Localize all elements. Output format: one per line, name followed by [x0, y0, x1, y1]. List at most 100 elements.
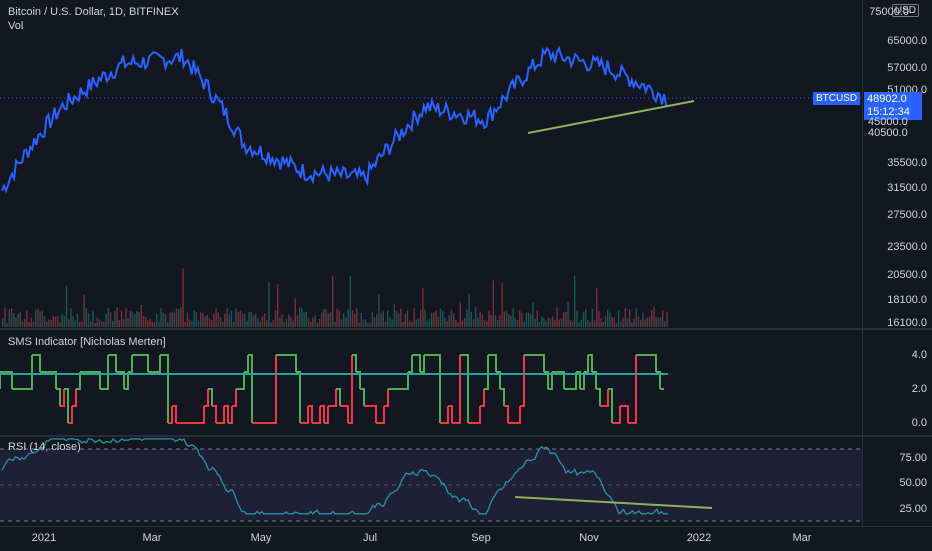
- volume-bar: [90, 321, 92, 327]
- volume-bar: [633, 318, 635, 327]
- volume-bar: [620, 321, 622, 327]
- sms-segment: [632, 355, 637, 424]
- sms-segment: [64, 388, 69, 423]
- sms-axis[interactable]: 4.0 2.0 0.0: [862, 330, 932, 435]
- volume-bar: [534, 318, 536, 327]
- sms-segment: [76, 372, 81, 390]
- volume-bar: [195, 312, 197, 327]
- volume-bar: [316, 322, 318, 327]
- volume-bar: [543, 318, 545, 327]
- volume-bar: [343, 313, 345, 327]
- sms-indicator-pane[interactable]: SMS Indicator [Nicholas Merten]: [0, 330, 862, 435]
- volume-bar: [167, 321, 169, 327]
- volume-bar: [512, 308, 514, 327]
- price-tick: 31500.0: [887, 182, 927, 194]
- volume-bar: [657, 317, 659, 327]
- volume-bar: [596, 288, 598, 327]
- volume-bar: [26, 310, 28, 327]
- rsi-indicator-pane[interactable]: RSI (14, close): [0, 437, 862, 526]
- volume-bar: [85, 308, 87, 327]
- volume-bar: [52, 315, 54, 327]
- volume-bar: [87, 312, 90, 327]
- pane-divider[interactable]: [0, 328, 932, 330]
- volume-bar: [453, 313, 455, 327]
- volume-bar: [651, 310, 653, 327]
- volume-bar: [354, 314, 356, 327]
- volume-bar: [457, 322, 459, 327]
- volume-bar: [65, 285, 68, 327]
- volume-bar: [444, 317, 446, 327]
- volume-bar: [585, 309, 587, 327]
- volume-bar: [281, 314, 283, 327]
- volume-bar: [131, 311, 134, 327]
- volume-bar: [182, 268, 184, 327]
- volume-bar: [580, 319, 582, 327]
- volume-bar: [68, 319, 70, 327]
- volume-bar: [560, 318, 563, 327]
- volume-bar: [622, 317, 624, 327]
- volume-bar: [290, 317, 292, 327]
- sms-segment: [28, 355, 33, 390]
- sms-segment: [456, 355, 461, 424]
- sms-segment: [324, 406, 329, 424]
- volume-bar: [129, 310, 131, 327]
- sms-segment: [516, 406, 521, 424]
- volume-bar: [602, 322, 604, 327]
- price-axis[interactable]: USD 75000.0 65000.0 57000.0 51000.0 3550…: [862, 0, 932, 329]
- sms-segment: [584, 355, 589, 373]
- volume-bar: [279, 317, 281, 327]
- price-tick: 40500.0: [868, 127, 908, 139]
- volume-bar: [230, 310, 233, 327]
- pane-divider[interactable]: [0, 435, 932, 437]
- sms-segment: [608, 388, 613, 423]
- volume-bar: [578, 322, 580, 327]
- volume-bar: [15, 317, 17, 327]
- sms-segment: [580, 372, 585, 390]
- rsi-trendline[interactable]: [514, 496, 713, 509]
- volume-bar: [329, 312, 332, 327]
- volume-bar: [81, 321, 83, 327]
- volume-bar: [514, 317, 516, 327]
- currency-badge[interactable]: USD: [891, 4, 919, 17]
- volume-bar: [378, 294, 380, 327]
- volume-bar: [215, 307, 217, 327]
- volume-bar: [296, 315, 299, 327]
- volume-bar: [640, 319, 642, 327]
- volume-bar: [259, 321, 261, 327]
- volume-bar: [404, 313, 406, 327]
- sms-segment: [56, 388, 61, 406]
- volume-bar: [98, 319, 101, 327]
- volume-bar: [252, 314, 255, 327]
- volume-bar: [19, 311, 21, 327]
- volume-bar: [61, 314, 63, 327]
- volume-bar: [268, 282, 270, 327]
- price-chart-pane[interactable]: Bitcoin / U.S. Dollar, 1D, BITFINEX Vol: [0, 0, 862, 328]
- rsi-band: [0, 449, 862, 521]
- volume-bar: [197, 320, 200, 327]
- volume-bar: [32, 321, 35, 327]
- volume-bar: [609, 312, 611, 327]
- volume-bar: [538, 321, 541, 327]
- volume-bar: [475, 307, 477, 327]
- time-axis[interactable]: 2021 Mar May Jul Sep Nov 2022 Mar: [0, 526, 932, 551]
- volume-bar: [96, 317, 98, 327]
- price-tick: 20500.0: [887, 269, 927, 281]
- sms-segment: [480, 389, 485, 407]
- sms-segment: [240, 372, 245, 390]
- volume-bar: [334, 321, 336, 327]
- volume-bar: [178, 309, 180, 327]
- volume-bar: [510, 315, 512, 327]
- volume-bar: [367, 322, 369, 327]
- volume-bar: [545, 320, 547, 327]
- volume-bar: [442, 310, 444, 327]
- rsi-axis[interactable]: 75.00 50.00 25.00: [862, 437, 932, 526]
- volume-bar: [554, 319, 556, 327]
- volume-bar: [536, 309, 538, 327]
- volume-bar: [492, 280, 494, 327]
- price-trendline[interactable]: [527, 100, 695, 134]
- sms-segment: [436, 354, 441, 423]
- sms-segment: [500, 388, 505, 406]
- volume-bar: [158, 321, 160, 327]
- volume-bar: [591, 308, 593, 327]
- volume-bar: [508, 314, 510, 327]
